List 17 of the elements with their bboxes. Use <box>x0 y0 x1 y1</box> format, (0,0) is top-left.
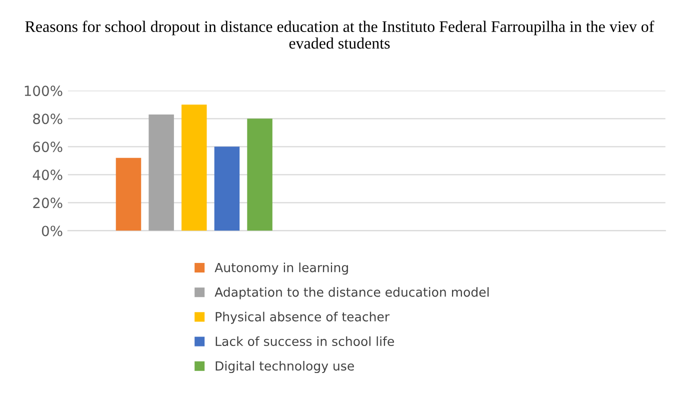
chart-title: Reasons for school dropout in distance education at the Instituto Federal Farroupilha in the viev of evaded students <box>25 20 654 49</box>
y-tick-label: 80% <box>33 114 62 124</box>
bar <box>247 118 272 231</box>
legend-label: Physical absence of teacher <box>216 312 390 324</box>
bar <box>182 104 207 231</box>
y-tick-label: 0% <box>42 226 62 236</box>
legend-label: Adaptation to the distance education model <box>214 287 489 300</box>
bar <box>214 146 240 231</box>
bar <box>148 114 174 231</box>
y-tick-label: 100% <box>24 86 62 96</box>
y-tick-label: 20% <box>33 198 62 208</box>
y-tick-label: 40% <box>32 170 62 180</box>
legend-label: Lack of success in school life <box>216 336 394 346</box>
legend-label: Autonomy in learning <box>214 262 348 275</box>
bar <box>116 158 142 231</box>
y-tick-label: 60% <box>33 142 62 152</box>
legend-label: Digital technology use <box>216 360 354 374</box>
